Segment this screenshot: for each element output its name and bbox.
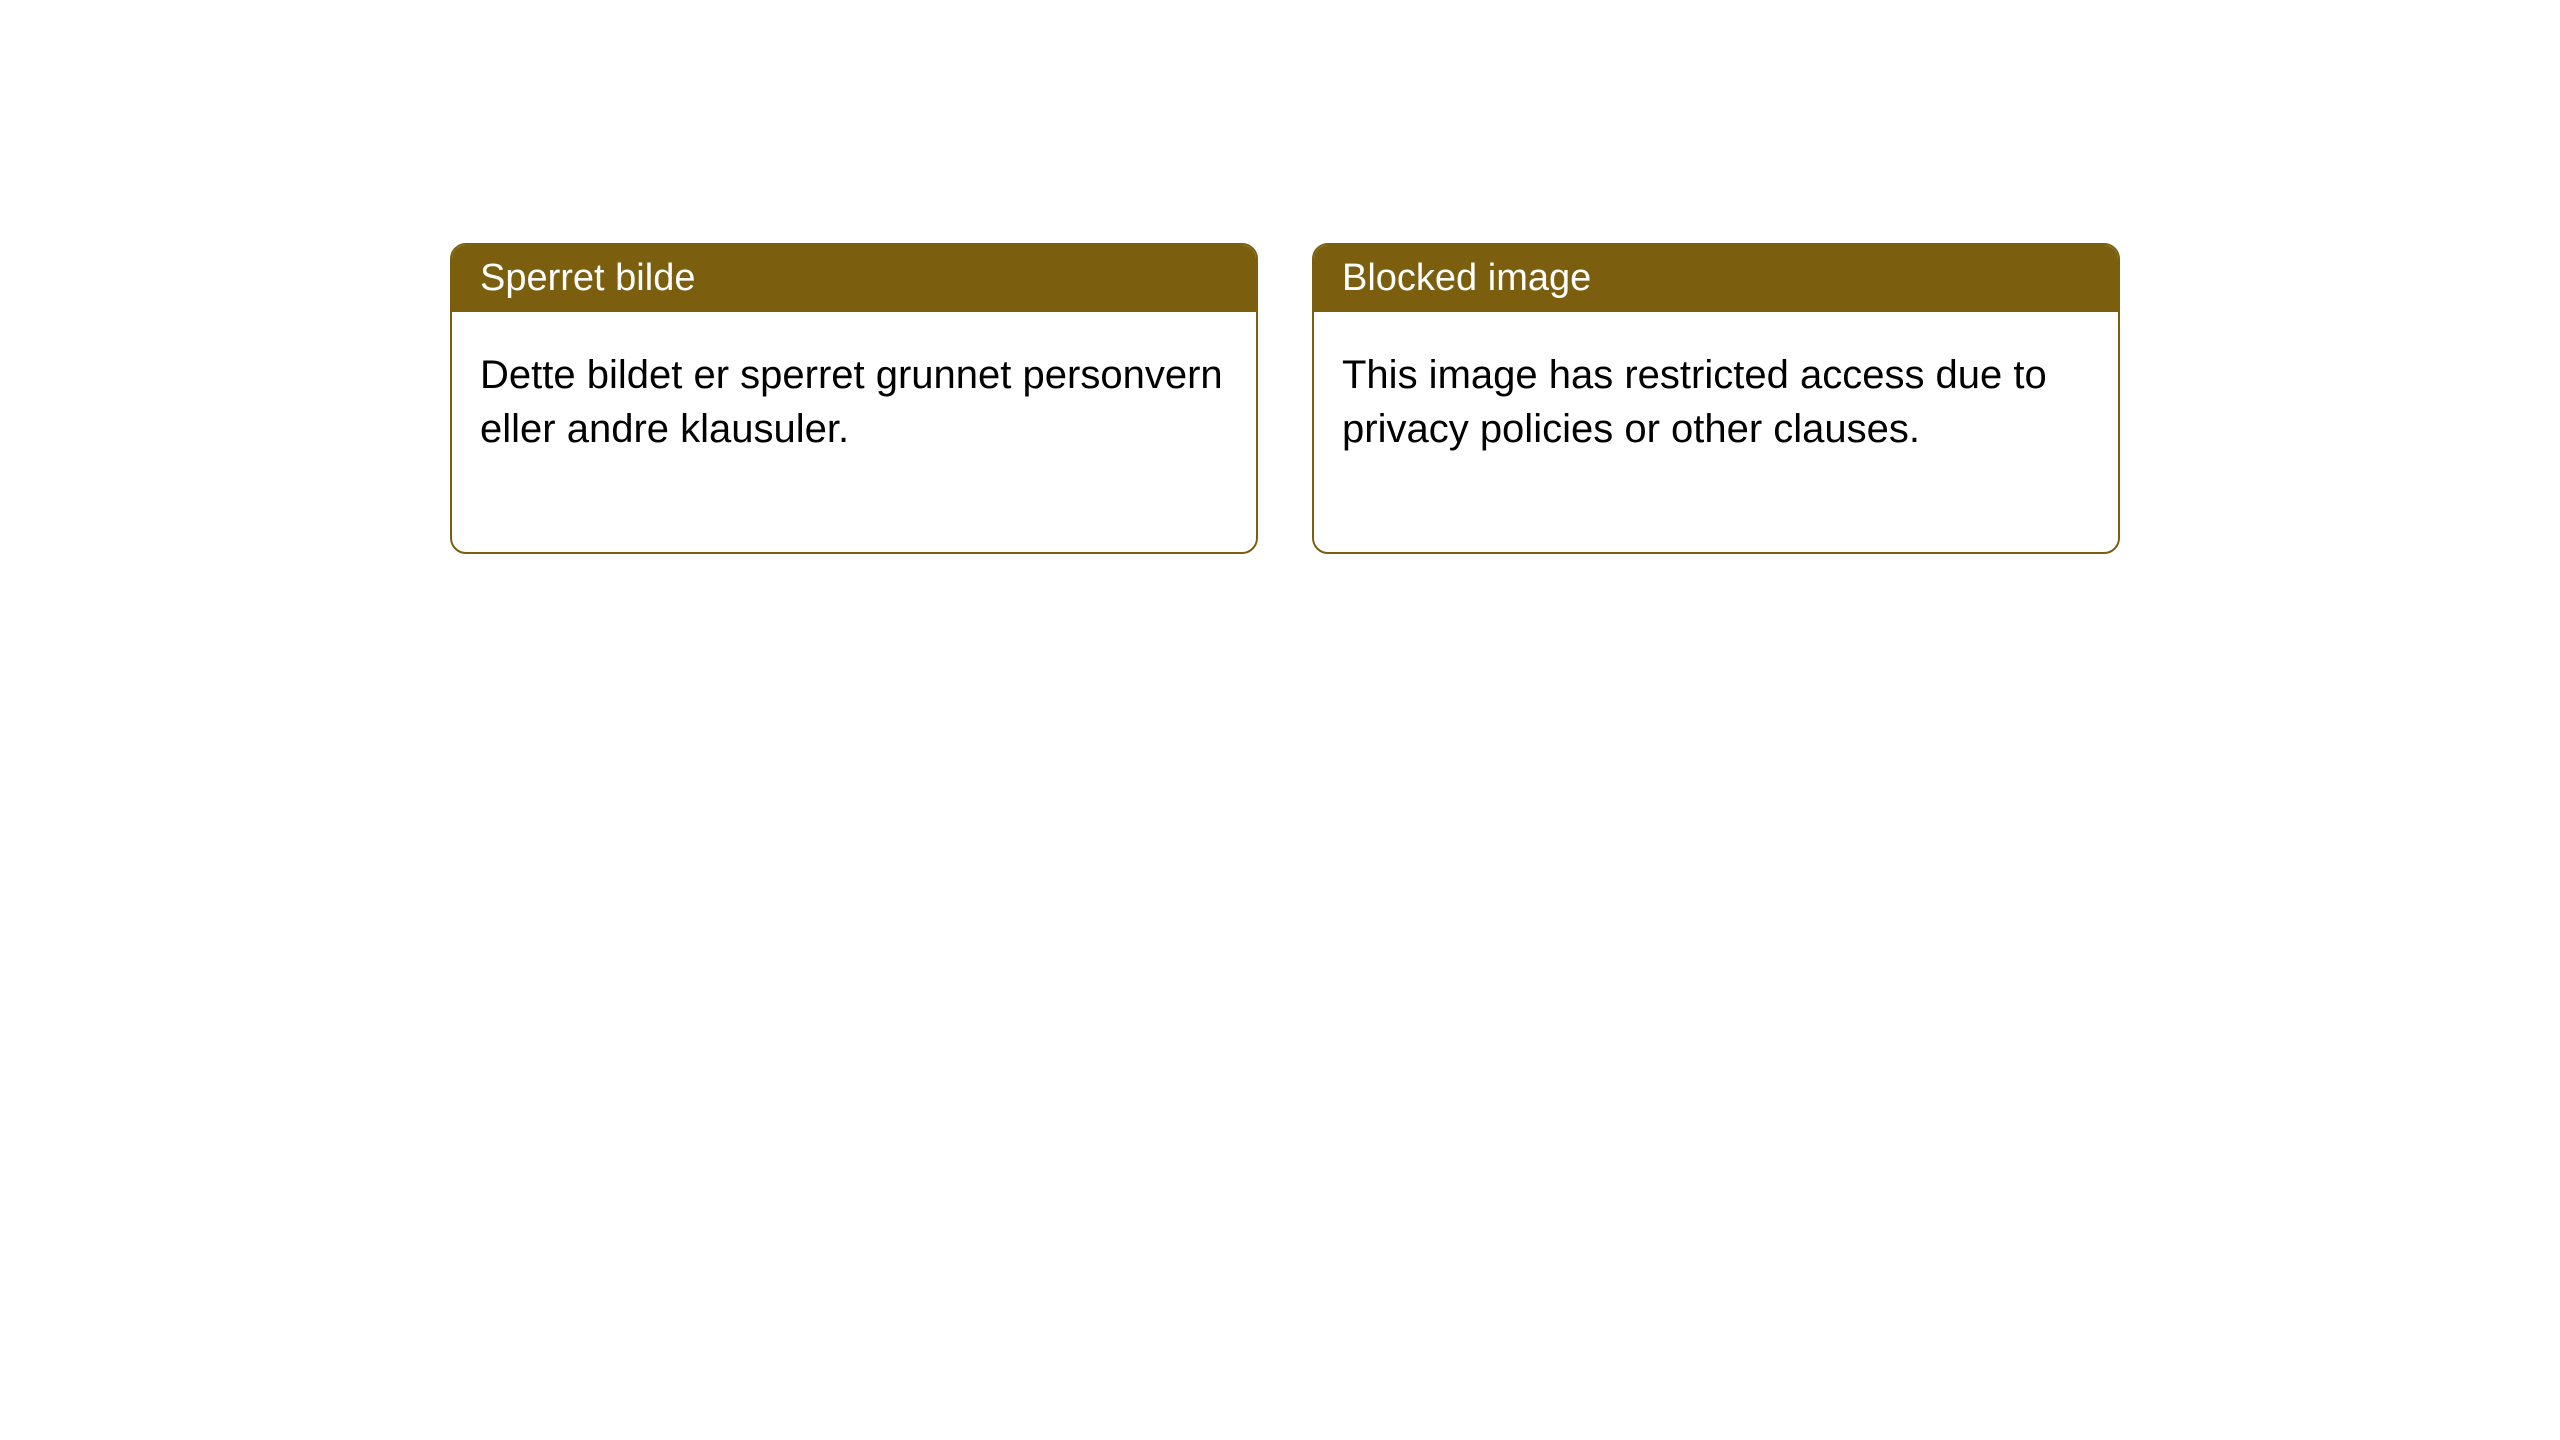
notice-container: Sperret bilde Dette bildet er sperret gr… xyxy=(450,243,2120,554)
notice-body-english: This image has restricted access due to … xyxy=(1314,312,2118,552)
notice-card-english: Blocked image This image has restricted … xyxy=(1312,243,2120,554)
notice-header-english: Blocked image xyxy=(1314,245,2118,312)
notice-body-norwegian: Dette bildet er sperret grunnet personve… xyxy=(452,312,1256,552)
notice-header-norwegian: Sperret bilde xyxy=(452,245,1256,312)
notice-card-norwegian: Sperret bilde Dette bildet er sperret gr… xyxy=(450,243,1258,554)
